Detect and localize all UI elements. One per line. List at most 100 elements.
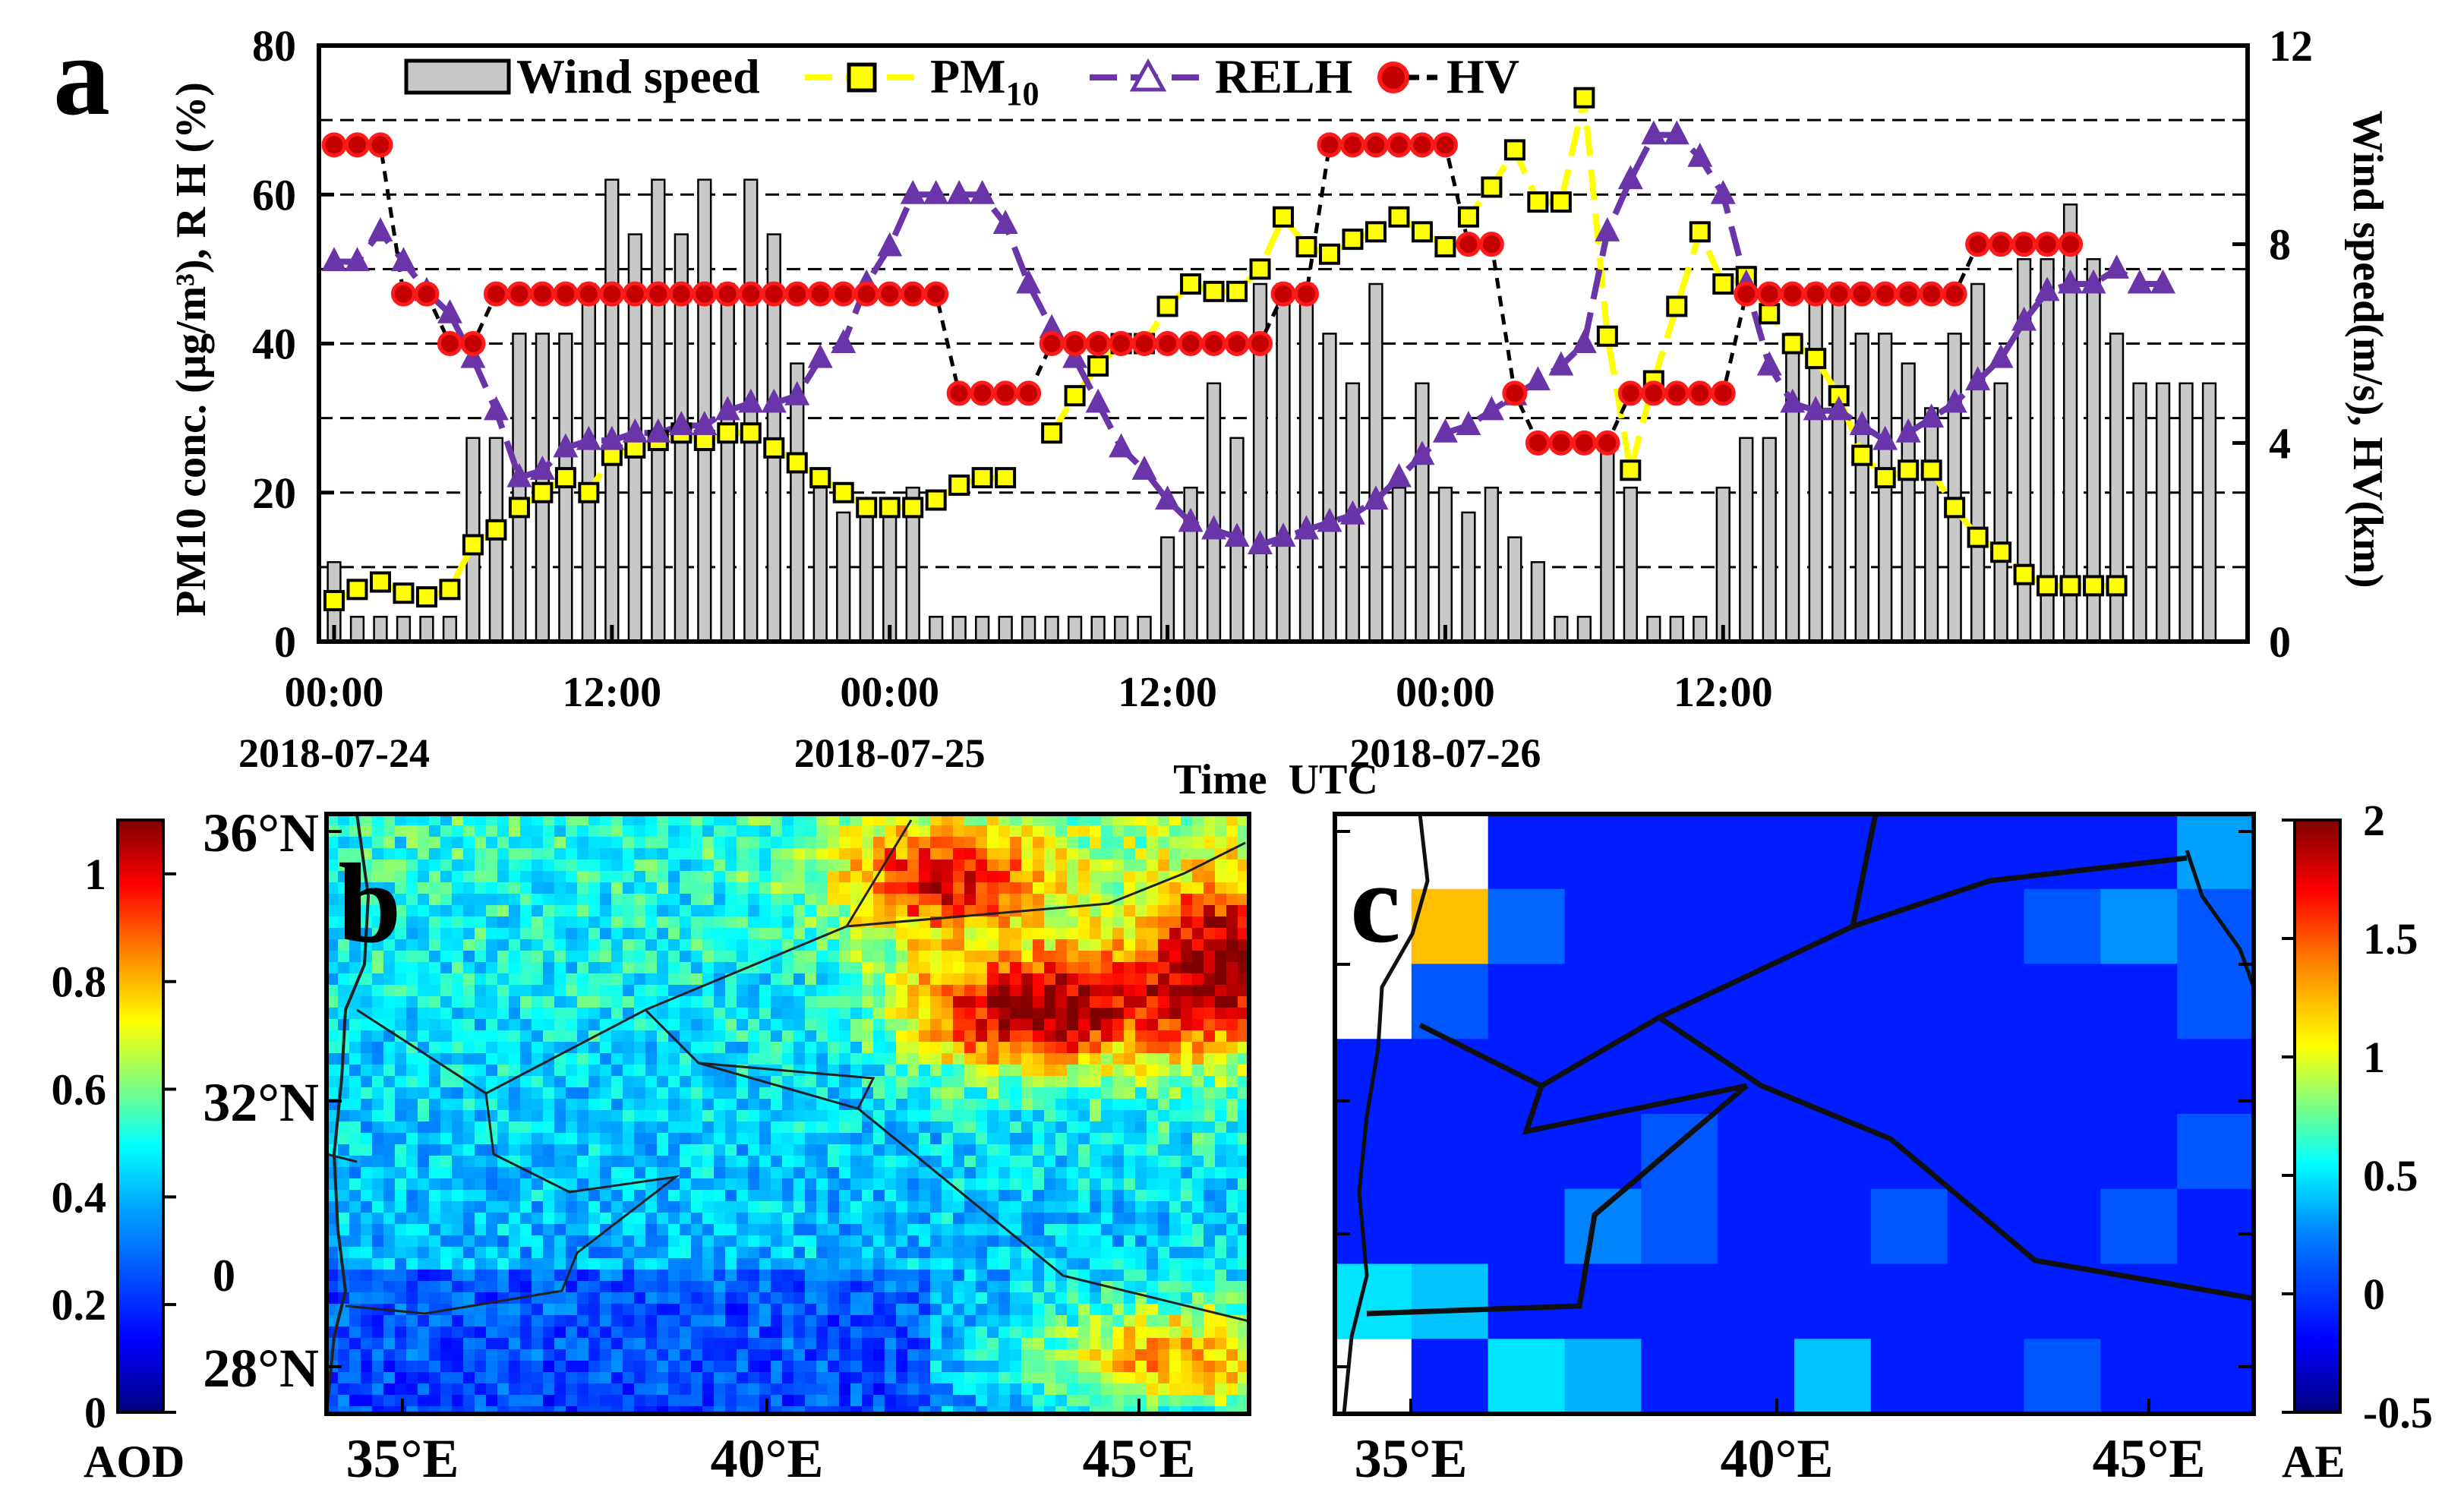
aod-cell bbox=[1033, 1190, 1045, 1202]
aod-cell bbox=[452, 814, 464, 826]
aod-cell bbox=[964, 848, 976, 860]
aod-cell bbox=[805, 1042, 817, 1054]
aod-cell bbox=[1226, 1030, 1238, 1043]
aod-cell bbox=[395, 1110, 407, 1122]
aod-cell bbox=[349, 1258, 361, 1270]
aod-cell bbox=[429, 1121, 441, 1134]
relh-point bbox=[437, 298, 462, 323]
aod-cell bbox=[942, 1144, 954, 1156]
aod-cell bbox=[600, 1304, 612, 1316]
aod-cell bbox=[645, 1110, 658, 1122]
aod-cell bbox=[816, 1247, 828, 1259]
aod-cell bbox=[805, 1235, 817, 1248]
aod-cell bbox=[862, 860, 874, 872]
aod-cell bbox=[566, 1121, 578, 1134]
aod-cell bbox=[1090, 1326, 1102, 1339]
aod-cell bbox=[452, 1258, 464, 1270]
aod-cell bbox=[509, 1167, 521, 1179]
c-axes: 35°E 40°E 45°E bbox=[1335, 830, 2254, 1489]
aod-cell bbox=[577, 1395, 589, 1407]
aod-cell bbox=[885, 1087, 897, 1099]
aod-cell bbox=[930, 951, 942, 963]
aod-cell bbox=[942, 1395, 954, 1407]
aod-cell bbox=[976, 1030, 988, 1043]
aod-cell bbox=[839, 939, 851, 951]
aod-cell bbox=[930, 1121, 942, 1134]
aod-cell bbox=[1112, 1110, 1125, 1122]
aod-cell bbox=[976, 1008, 988, 1020]
aod-cell bbox=[1090, 1361, 1102, 1373]
aod-cell bbox=[497, 1110, 510, 1122]
aod-cell bbox=[1226, 1133, 1238, 1145]
aod-cell bbox=[748, 1121, 760, 1134]
aod-cell bbox=[1124, 1304, 1136, 1316]
aod-cell bbox=[1112, 1213, 1125, 1225]
aod-cell bbox=[873, 1326, 885, 1339]
aod-cell bbox=[372, 1247, 384, 1259]
aod-cell bbox=[611, 1406, 623, 1414]
ae-cell bbox=[1564, 1263, 1642, 1339]
aod-cell bbox=[907, 985, 920, 997]
aod-cell bbox=[1112, 871, 1125, 883]
aod-cell bbox=[999, 882, 1011, 894]
aod-cell bbox=[349, 1042, 361, 1054]
aod-cell bbox=[964, 1053, 976, 1065]
aod-cell bbox=[896, 1326, 908, 1339]
aod-cell bbox=[953, 1156, 965, 1168]
aod-cell bbox=[1010, 1201, 1022, 1213]
aod-cell bbox=[1238, 1053, 1249, 1065]
aod-cell bbox=[1033, 1406, 1045, 1414]
aod-cell bbox=[816, 1270, 828, 1282]
aod-cell bbox=[406, 962, 418, 974]
aod-cell bbox=[862, 1247, 874, 1259]
relh-point bbox=[1849, 411, 1875, 435]
aod-cell bbox=[532, 1213, 544, 1225]
aod-cell bbox=[611, 962, 623, 974]
aod-cell bbox=[452, 1042, 464, 1054]
aod-cell bbox=[748, 1008, 760, 1020]
aod-cell bbox=[839, 1258, 851, 1270]
aod-cell bbox=[896, 1156, 908, 1168]
aod-cell bbox=[383, 1121, 396, 1134]
ae-cell bbox=[2024, 1039, 2101, 1115]
aod-cell bbox=[1044, 1304, 1056, 1316]
aod-cell bbox=[1215, 1213, 1227, 1225]
aod-cell bbox=[406, 1008, 418, 1020]
aod-cell bbox=[748, 1099, 760, 1111]
aod-cell bbox=[816, 973, 828, 986]
aod-cell bbox=[1135, 1076, 1147, 1088]
aod-cell bbox=[395, 1270, 407, 1282]
aod-cell bbox=[418, 951, 430, 963]
aod-cell bbox=[964, 882, 976, 894]
aod-cell bbox=[1181, 1349, 1193, 1361]
aod-cell bbox=[896, 1292, 908, 1304]
aod-cell bbox=[725, 985, 737, 997]
aod-cell bbox=[600, 928, 612, 940]
aod-cell bbox=[737, 951, 749, 963]
aod-cell bbox=[942, 1178, 954, 1191]
aod-cell bbox=[896, 1121, 908, 1134]
aod-cell bbox=[1078, 1030, 1090, 1043]
aod-cell bbox=[588, 1144, 601, 1156]
aod-cell bbox=[1169, 1372, 1182, 1384]
aod-cell bbox=[611, 1065, 623, 1077]
aod-cell bbox=[588, 1304, 601, 1316]
aod-cell bbox=[1204, 1361, 1216, 1373]
aod-cell bbox=[759, 1008, 771, 1020]
aod-cell bbox=[725, 1099, 737, 1111]
aod-cell bbox=[395, 916, 407, 929]
aod-cell bbox=[850, 1361, 863, 1373]
aod-cell bbox=[759, 928, 771, 940]
aod-cell bbox=[1112, 1224, 1125, 1236]
aod-cell bbox=[486, 996, 498, 1008]
aod-cell bbox=[1112, 1201, 1125, 1213]
aod-cell bbox=[406, 1372, 418, 1384]
aod-cell bbox=[782, 848, 794, 860]
aod-cell bbox=[406, 871, 418, 883]
aod-cell bbox=[338, 1383, 350, 1396]
aod-cell bbox=[611, 985, 623, 997]
aod-cell bbox=[828, 1190, 840, 1202]
aod-cell bbox=[759, 825, 771, 838]
aod-cell bbox=[1135, 894, 1147, 906]
aod-cell bbox=[634, 1349, 646, 1361]
